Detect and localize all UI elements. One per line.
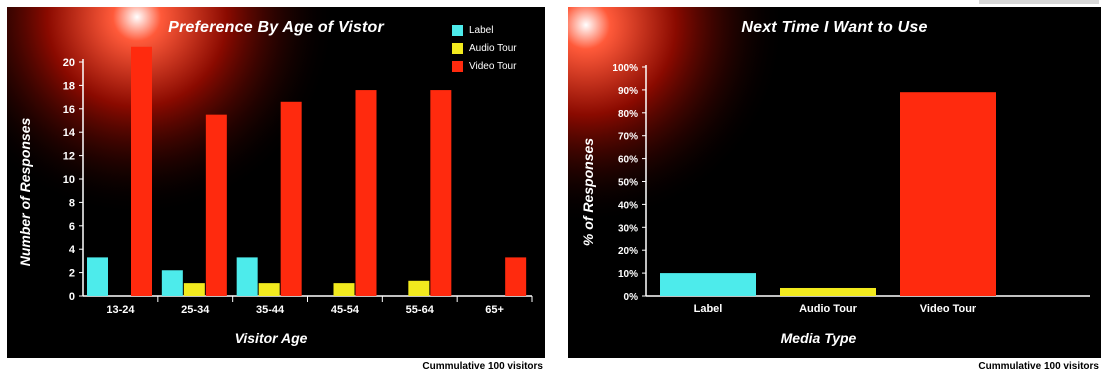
y-tick-label: 50% [618, 178, 638, 189]
bar-video-tour-45-54 [355, 90, 377, 296]
y-tick-label: 8 [69, 197, 75, 209]
legend-swatch-label [452, 24, 463, 36]
y-tick-label: 10% [618, 269, 638, 280]
y-tick-label: 2 [69, 268, 75, 280]
bar-audio-tour-55-64 [408, 280, 430, 296]
chart-panel-media: 0% 10% 20% 30% 40% 50% 60% 70% 80% 90% 100% Label Au… [568, 7, 1101, 358]
y-tick-label: 6 [69, 221, 75, 233]
bar-audio-tour [780, 287, 876, 296]
x-tick-label: 55-64 [406, 304, 435, 316]
chart-title: Next Time I Want to Use [741, 19, 928, 36]
y-tick-label: 70% [618, 132, 638, 143]
bar-label-25-34 [161, 270, 183, 296]
legend-swatch-audio-tour [452, 42, 463, 54]
media-chart-canvas: 0% 10% 20% 30% 40% 50% 60% 70% 80% 90% 100% Label Au… [568, 7, 1101, 358]
bar-video-tour-55-64 [430, 90, 452, 296]
x-tick-label: 35-44 [256, 304, 285, 316]
bar-audio-tour-35-44 [258, 283, 280, 296]
legend-text-label: Label [469, 24, 494, 36]
legend: Label Audio Tour Video Tour [452, 21, 517, 75]
y-tick-label: 20% [618, 246, 638, 257]
header-strip [979, 0, 1099, 4]
y-tick-label: 0% [624, 292, 639, 303]
bar-audio-tour-25-34 [183, 283, 205, 296]
footnote-right: Cummulative 100 visitors [978, 361, 1099, 372]
chart-title: Preference By Age of Vistor [168, 19, 384, 36]
bar-video-tour-35-44 [280, 101, 302, 296]
x-tick-label: 13-24 [106, 304, 135, 316]
y-tick-label: 100% [612, 63, 638, 74]
legend-text-video-tour: Video Tour [469, 60, 517, 72]
bar-video-tour-65 [505, 257, 527, 296]
bar-video-tour-25-34 [205, 114, 227, 297]
bar-label [660, 273, 756, 296]
y-tick-label: 14 [63, 127, 76, 139]
y-tick-label: 4 [69, 244, 76, 256]
y-tick-label: 90% [618, 86, 638, 97]
x-tick-label: Label [694, 303, 723, 315]
chart-panel-age: 0 2 4 6 8 10 12 14 16 18 20 13-24 25-34 35-44 45-54 55-… [7, 7, 545, 358]
x-axis-label: Media Type [780, 330, 857, 346]
y-tick-label: 12 [63, 151, 75, 163]
y-tick-label: 30% [618, 223, 638, 234]
x-tick-label: Audio Tour [799, 303, 858, 315]
x-tick-label: Video Tour [920, 303, 977, 315]
background-glow [568, 7, 1101, 358]
y-tick-label: 0 [69, 291, 75, 303]
footnote-left: Cummulative 100 visitors [422, 361, 543, 372]
x-axis-label: Visitor Age [234, 330, 308, 346]
bar-label-35-44 [236, 257, 258, 296]
y-axis-label: % of Responses [580, 137, 596, 247]
y-tick-label: 60% [618, 155, 638, 166]
y-axis-label: Number of Responses [17, 117, 33, 267]
x-tick-label: 45-54 [331, 304, 360, 316]
bar-video-tour-13-24 [131, 46, 152, 296]
legend-text-audio-tour: Audio Tour [469, 42, 517, 54]
legend-item-label: Label [452, 21, 517, 39]
bar-audio-tour-45-54 [333, 283, 355, 296]
y-tick-label: 80% [618, 109, 638, 120]
y-tick-label: 16 [63, 104, 75, 116]
legend-item-video-tour: Video Tour [452, 57, 517, 75]
bar-label-13-24 [87, 257, 108, 296]
legend-item-audio-tour: Audio Tour [452, 39, 517, 57]
x-tick-label: 25-34 [181, 304, 210, 316]
y-tick-label: 20 [63, 57, 75, 69]
y-tick-label: 40% [618, 200, 638, 211]
legend-swatch-video-tour [452, 60, 463, 72]
y-tick-label: 10 [63, 174, 75, 186]
bar-video-tour [900, 92, 996, 296]
y-tick-label: 18 [63, 80, 75, 92]
x-tick-label: 65+ [485, 304, 504, 316]
